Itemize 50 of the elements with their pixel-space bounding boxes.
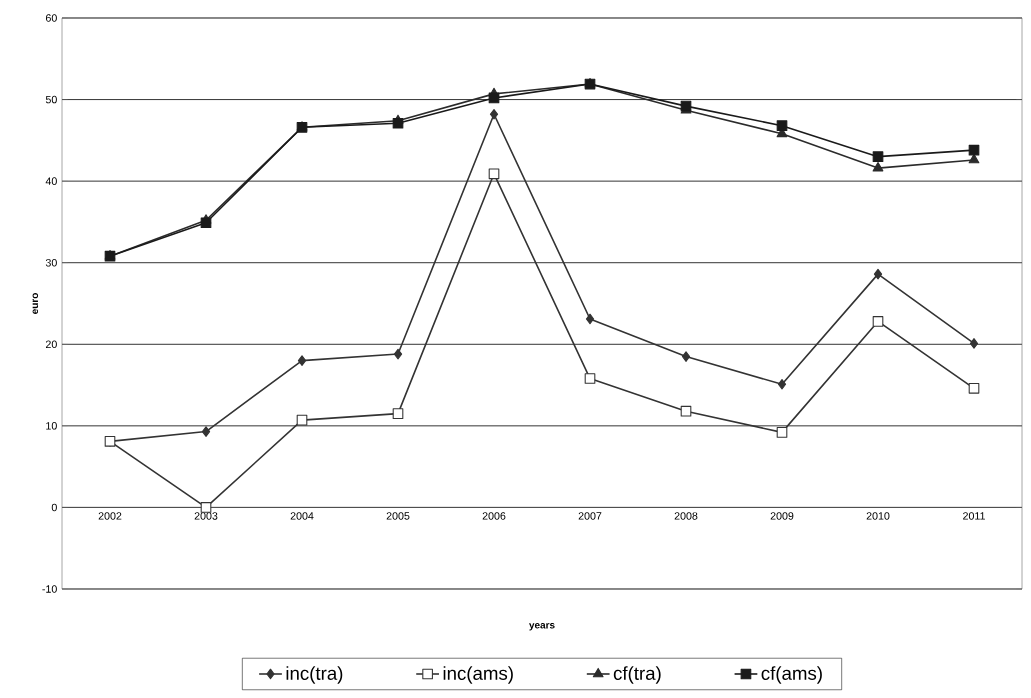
point [777, 378, 787, 390]
point [488, 168, 500, 180]
point [873, 268, 883, 280]
x-tick-label: 2009 [770, 512, 794, 520]
y-axis-title: euro [32, 293, 39, 314]
point [681, 351, 691, 362]
point [776, 120, 788, 132]
y-tick-label: 0 [51, 503, 57, 512]
point [776, 427, 788, 438]
point [297, 355, 307, 366]
point [392, 117, 404, 129]
legend-label: inc(ams) [443, 666, 513, 684]
x-tick-label: 2011 [963, 512, 985, 520]
y-tick-label: 60 [45, 14, 57, 22]
point [680, 405, 692, 417]
point [393, 348, 403, 360]
point [296, 414, 308, 426]
y-tick-label: -10 [42, 585, 57, 593]
x-tick-label: 2010 [866, 512, 890, 520]
x-tick-label: 2003 [194, 512, 218, 520]
x-tick-label: 2007 [578, 512, 602, 520]
x-tick-label: 2008 [674, 512, 698, 520]
point [968, 382, 980, 394]
point [968, 144, 980, 156]
point [392, 408, 404, 419]
point [200, 217, 212, 229]
point [680, 100, 692, 112]
legend-label: cf(ams) [761, 666, 822, 684]
x-tick-label: 2004 [290, 512, 314, 520]
legend-label: cf(tra) [613, 666, 661, 684]
y-tick-label: 20 [45, 340, 57, 349]
x-tick-label: 2006 [482, 512, 506, 520]
x-axis-title: years [529, 623, 555, 631]
point [488, 92, 500, 104]
point [872, 151, 884, 163]
point [872, 161, 884, 172]
y-tick-label: 50 [45, 95, 57, 104]
y-tick-label: 10 [46, 422, 57, 430]
point [584, 373, 596, 384]
point [201, 426, 211, 437]
point [872, 316, 884, 327]
legend-label: inc(tra) [286, 666, 343, 684]
y-tick-label: 30 [45, 258, 57, 267]
point [200, 502, 212, 513]
x-tick-label: 2002 [98, 512, 122, 520]
y-tick-label: 40 [45, 177, 57, 185]
point [585, 313, 595, 325]
point [489, 108, 499, 120]
point [969, 338, 979, 349]
x-tick-label: 2005 [386, 512, 410, 520]
